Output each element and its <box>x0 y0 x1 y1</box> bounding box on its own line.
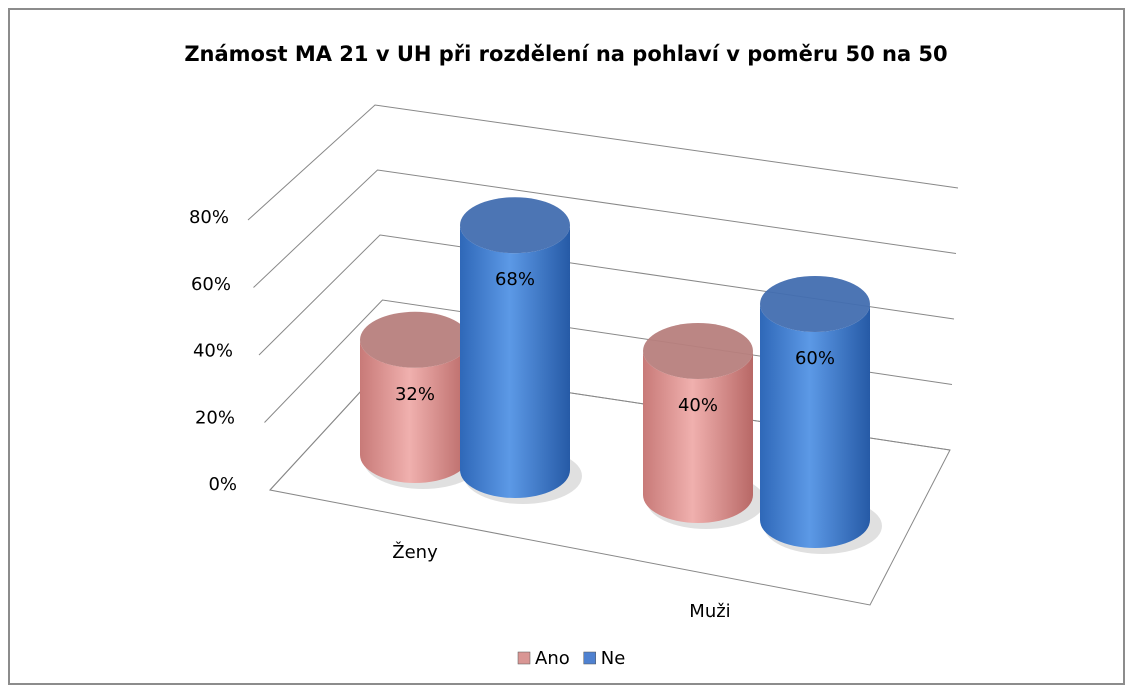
value-label: 32% <box>395 384 435 405</box>
y-tick-label: 0% <box>208 474 237 495</box>
x-tick-label: Ženy <box>392 541 438 563</box>
value-label: 40% <box>678 395 718 416</box>
bar-top <box>460 197 570 254</box>
bar <box>760 304 870 548</box>
bar-top <box>760 276 870 332</box>
bar <box>643 351 753 523</box>
legend-label: Ne <box>601 648 626 669</box>
legend-swatch <box>583 651 596 665</box>
bar-top <box>360 311 470 368</box>
y-tick-label: 20% <box>195 407 235 428</box>
legend-swatch <box>517 651 531 665</box>
bar <box>360 339 470 483</box>
y-tick-label: 80% <box>189 207 229 228</box>
grid-line <box>247 104 959 221</box>
bar <box>460 225 570 498</box>
legend-label: Ano <box>535 648 570 669</box>
value-label: 68% <box>495 269 535 290</box>
grid-line <box>258 234 955 356</box>
chart-title: Známost MA 21 v UH při rozdělení na pohl… <box>184 42 947 66</box>
value-label: 60% <box>795 348 835 369</box>
y-tick-label: 40% <box>193 341 233 362</box>
grid-line <box>253 169 957 288</box>
x-tick-label: Muži <box>689 601 730 622</box>
y-tick-label: 60% <box>191 274 231 295</box>
bar-top <box>643 323 753 379</box>
